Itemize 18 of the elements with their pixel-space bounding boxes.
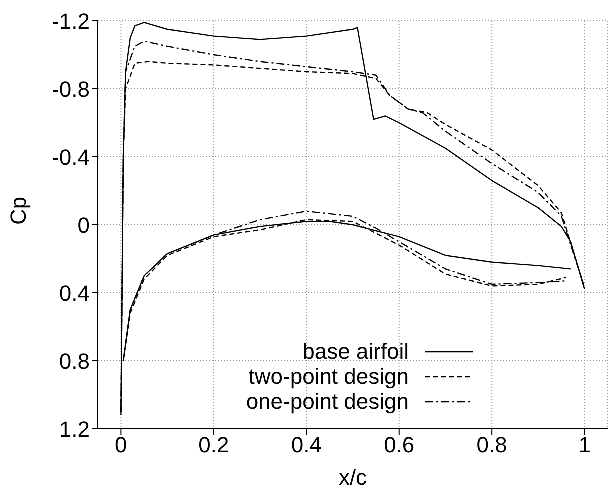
x-tick-label: 0.4 [291, 432, 322, 458]
x-tick-label: 1 [578, 432, 591, 458]
y-tick-label: -1.2 [52, 8, 90, 34]
y-tick-label: 0.8 [59, 348, 90, 374]
y-tick-label: 1.2 [59, 416, 90, 442]
x-axis-title: x/c [338, 465, 368, 490]
x-tick-label: 0.2 [198, 432, 230, 458]
x-tick-label: 0 [115, 432, 128, 458]
legend-label: base airfoil [302, 339, 409, 364]
y-tick-label: -0.8 [52, 76, 90, 102]
y-tick-label: -0.4 [52, 144, 90, 170]
y-tick-label: 0 [78, 212, 90, 238]
legend-label: one-point design [246, 389, 409, 414]
y-axis-title: Cp [6, 196, 31, 225]
x-tick-label: 0.6 [384, 432, 415, 458]
x-tick-label: 0.8 [476, 432, 508, 458]
legend-label: two-point design [248, 364, 409, 389]
y-tick-label: 0.4 [59, 280, 90, 306]
